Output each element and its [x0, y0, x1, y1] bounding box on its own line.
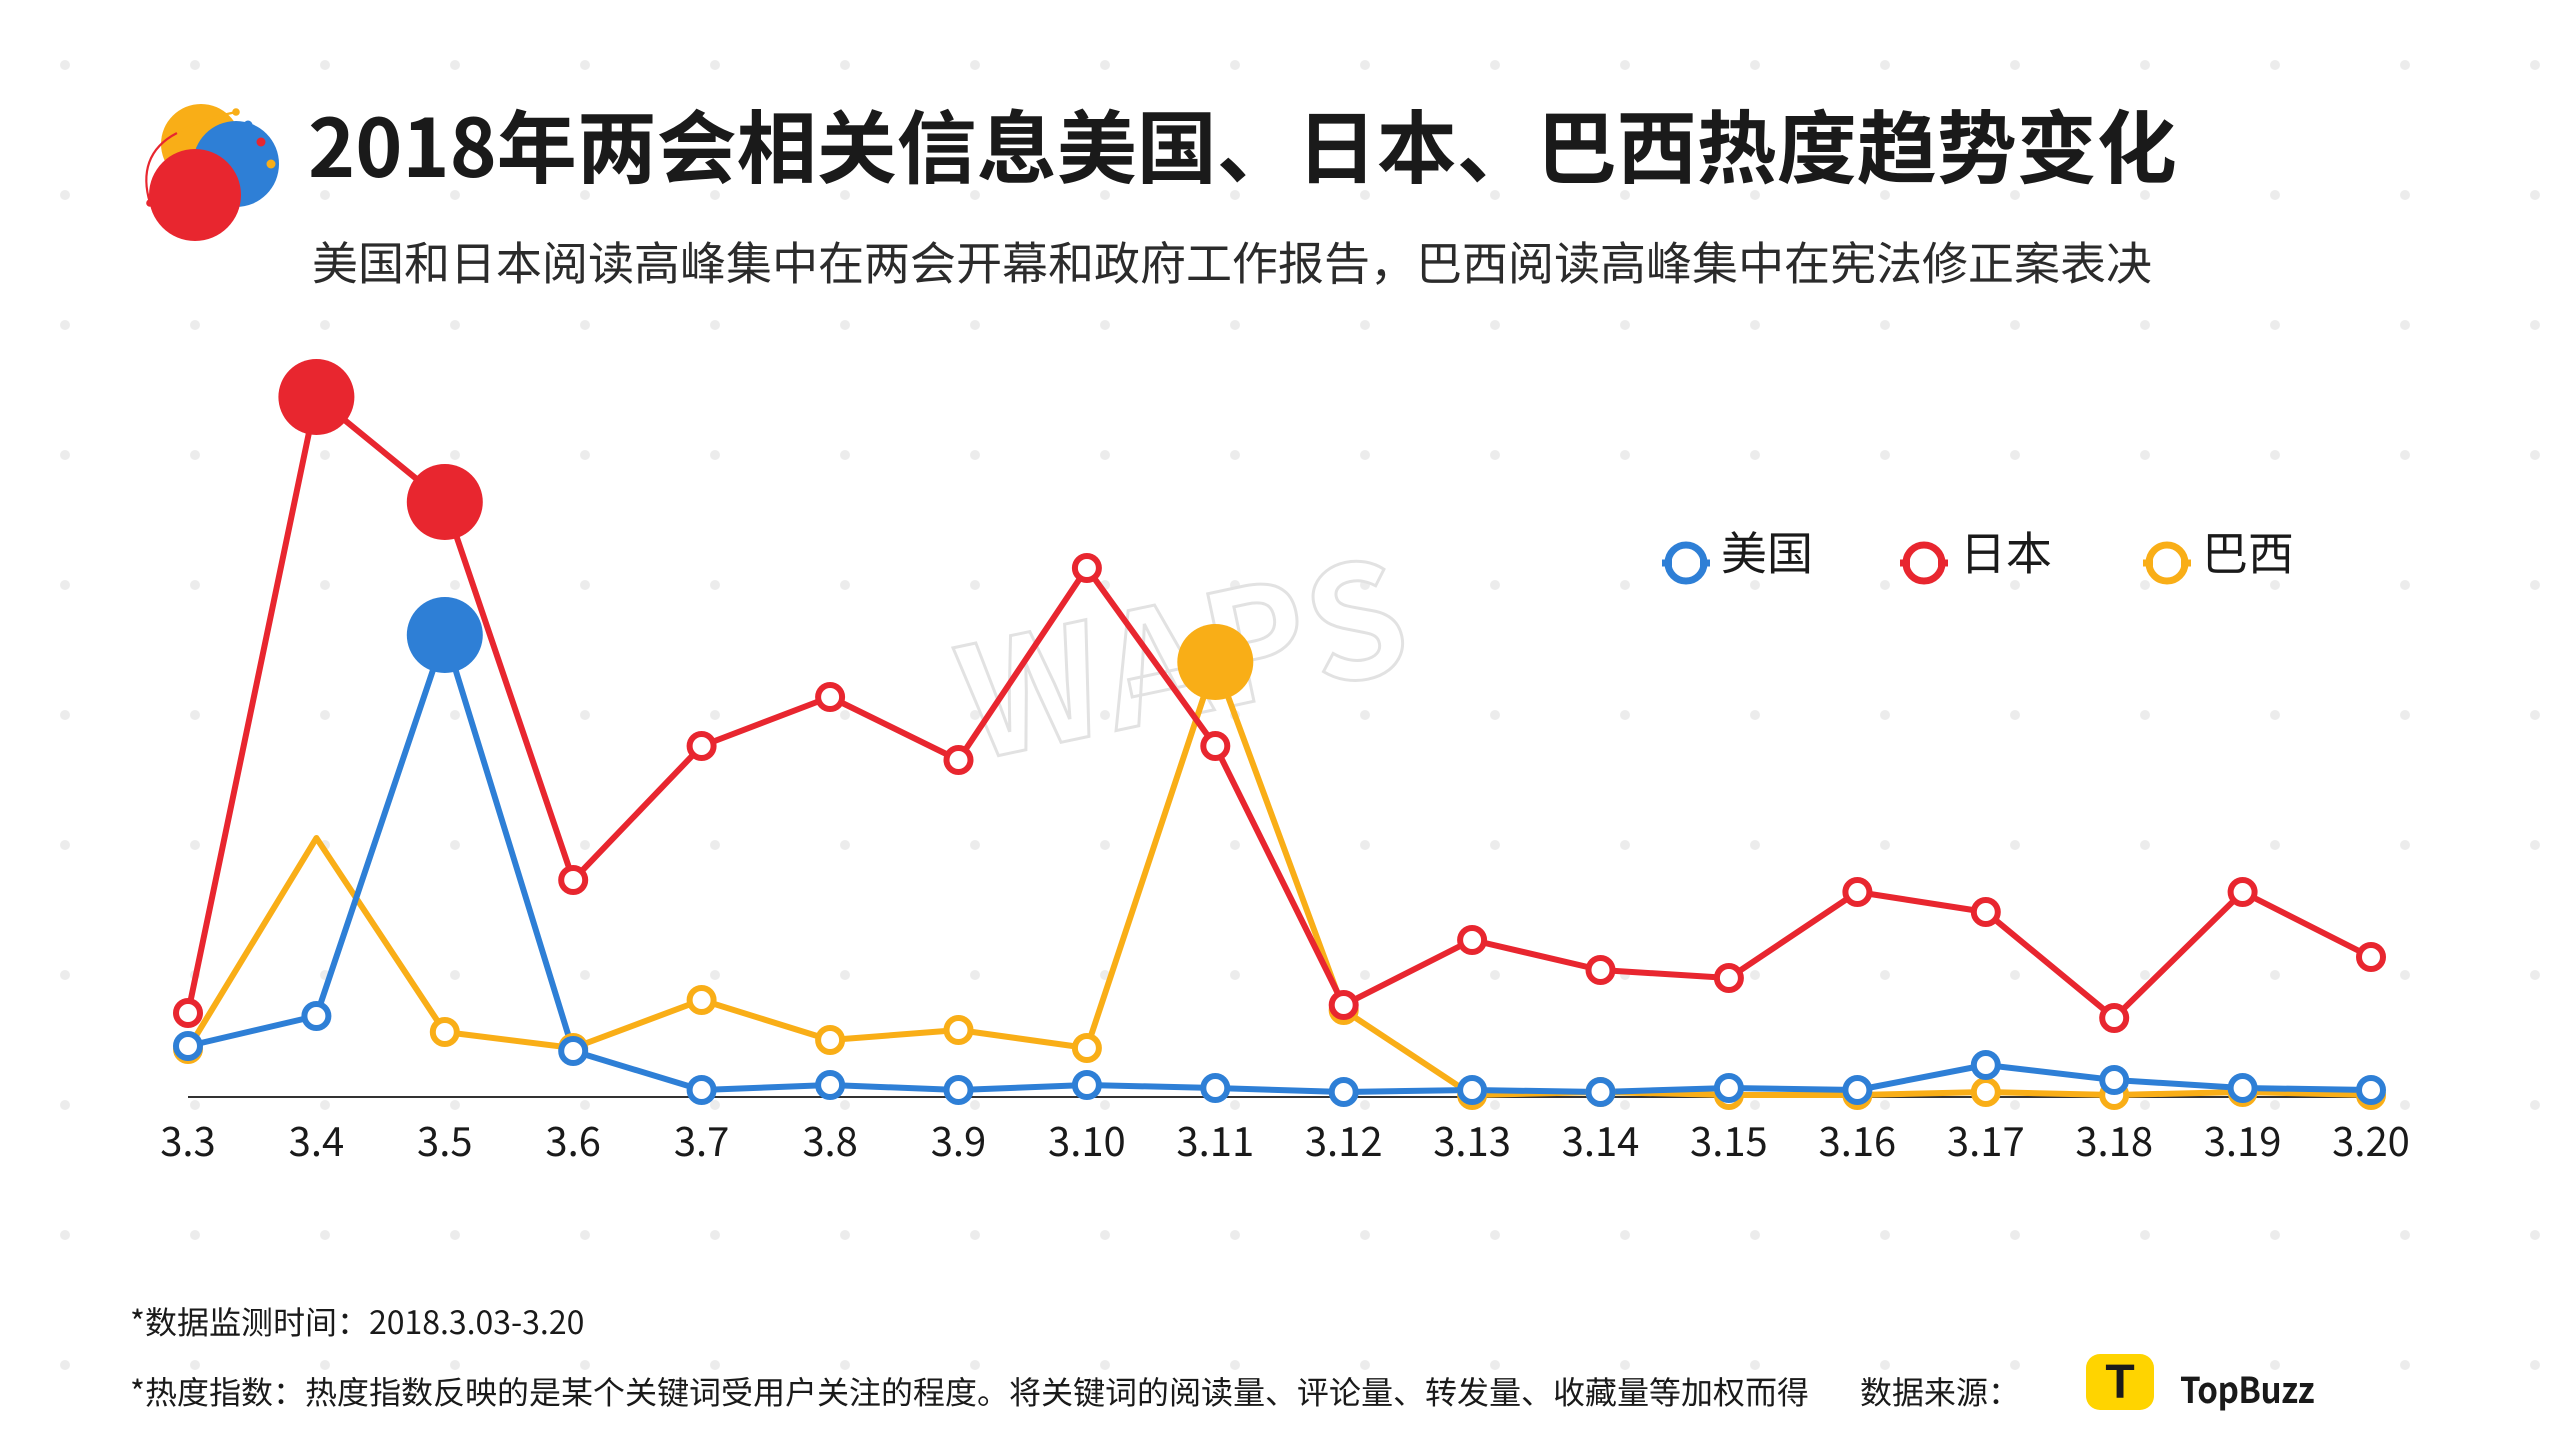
svg-text:T: T — [2105, 1356, 2134, 1409]
